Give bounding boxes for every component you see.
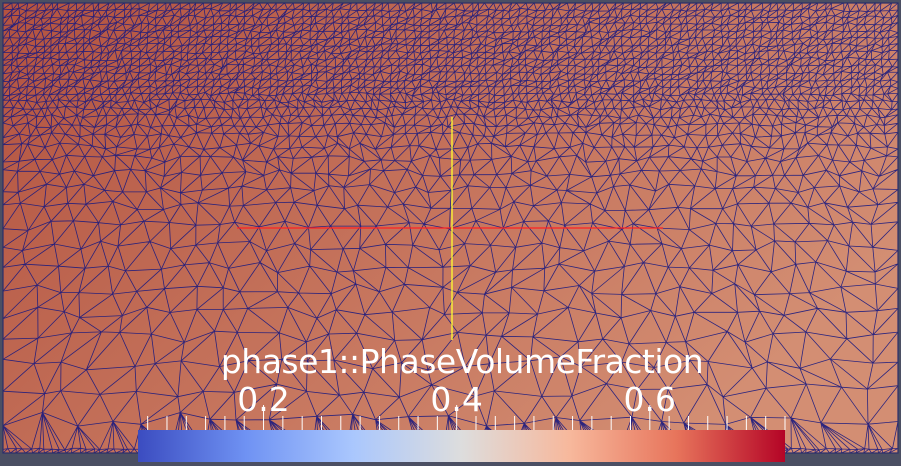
axes-widget: [237, 117, 663, 340]
scalar-bar-label-1: 0.2: [237, 380, 290, 419]
scalar-bar-title: phase1::PhaseVolumeFraction: [220, 342, 704, 381]
scalar-bar-label-2: 0.4: [430, 380, 483, 419]
scalar-bar-colormap: [138, 430, 785, 462]
scalar-bar-label-3: 0.6: [623, 380, 677, 419]
scalar-bar-ticks: [147, 405, 786, 430]
scalar-bar: [138, 405, 786, 462]
